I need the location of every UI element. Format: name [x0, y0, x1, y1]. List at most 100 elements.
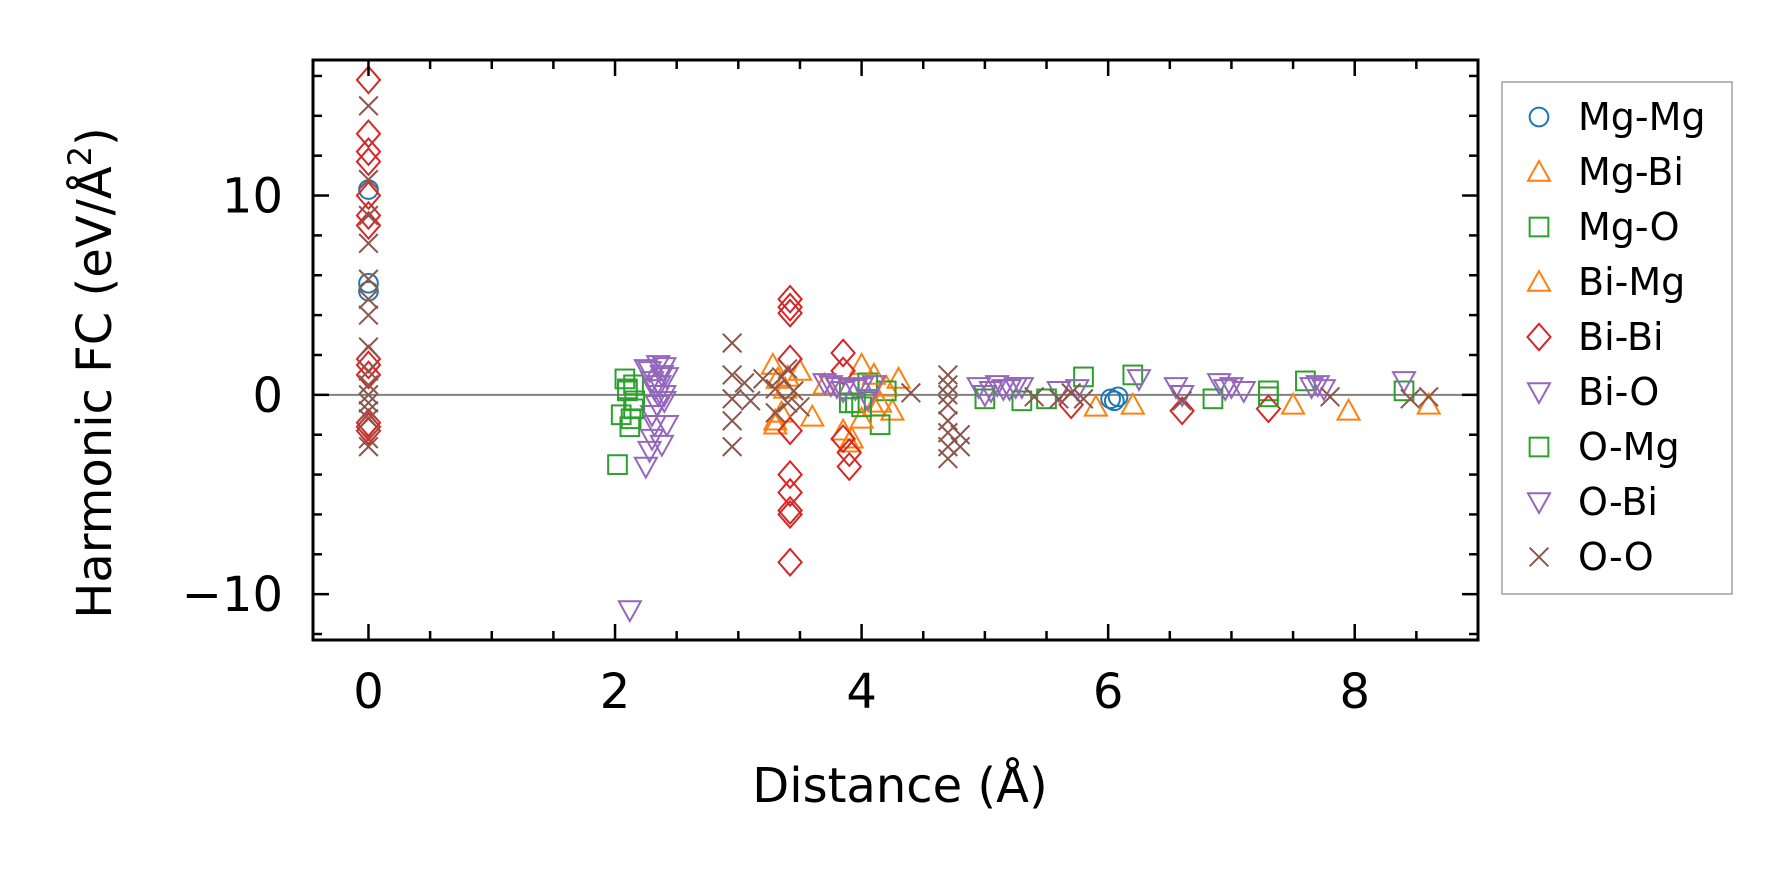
data-point-bi-bi: [1169, 396, 1196, 426]
x-tick-label: 0: [353, 664, 384, 720]
data-point-bi-bi: [836, 437, 863, 468]
data-point-mg-o: [624, 390, 646, 412]
data-point-o-o: [937, 384, 958, 405]
data-point-o-mg: [623, 398, 644, 420]
data-point-mg-mg: [1103, 390, 1125, 412]
data-point-o-o: [937, 422, 958, 443]
legend-entry: Mg-Mg: [1528, 95, 1706, 139]
data-point-o-o: [783, 380, 804, 401]
data-point-bi-bi: [777, 292, 803, 322]
data-point-bi-bi: [355, 146, 382, 177]
data-point-o-mg: [617, 378, 638, 400]
data-point-o-o: [358, 408, 379, 429]
x-axis-label: Distance (Å): [752, 757, 1047, 814]
data-point-o-o: [937, 364, 958, 385]
legend-label: O-Bi: [1578, 480, 1658, 524]
data-point-bi-bi: [355, 65, 382, 95]
y-tick-label: 0: [252, 368, 283, 424]
data-point-o-o: [777, 392, 798, 413]
data-point-mg-bi: [799, 403, 825, 427]
data-point-o-o: [752, 368, 774, 389]
legend-label: O-Mg: [1578, 425, 1680, 469]
x-tick-label: 8: [1339, 664, 1370, 720]
data-point-o-bi: [649, 434, 675, 458]
series-bi-bi: [355, 65, 1282, 577]
data-point-mg-o: [1258, 380, 1279, 402]
data-point-bi-bi: [777, 477, 803, 508]
data-point-bi-mg: [836, 429, 862, 453]
y-axis-label-superscript: 2: [61, 146, 99, 166]
legend-label: Bi-O: [1578, 370, 1659, 414]
x-tick-label: 4: [846, 664, 877, 720]
legend-entry: Bi-O: [1526, 370, 1659, 414]
data-point-o-bi: [651, 385, 678, 408]
data-point-o-o: [358, 436, 379, 457]
data-point-o-o: [358, 374, 379, 395]
data-point-o-bi: [818, 375, 844, 398]
data-point-bi-bi: [355, 360, 382, 390]
data-point-bi-bi: [355, 136, 382, 167]
data-point-o-bi: [645, 355, 671, 379]
data-point-bi-bi: [355, 180, 382, 211]
data-point-o-bi: [848, 377, 875, 400]
data-point-bi-bi: [830, 356, 856, 386]
data-point-bi-bi: [777, 499, 803, 530]
legend-entry: O-Bi: [1526, 480, 1658, 524]
y-tick-label: −10: [182, 567, 283, 623]
data-point-bi-mg: [867, 389, 893, 413]
data-point-mg-mg: [1100, 388, 1121, 410]
legend-marker: [1526, 158, 1552, 182]
data-point-bi-o: [1163, 377, 1189, 400]
data-point-bi-bi: [836, 451, 863, 482]
data-point-o-o: [734, 372, 755, 393]
data-point-o-o: [765, 378, 786, 399]
data-point-bi-o: [824, 377, 850, 400]
data-point-bi-bi: [777, 495, 803, 526]
data-point-o-o: [722, 364, 743, 385]
data-point-mg-o: [623, 374, 644, 396]
data-point-o-bi: [639, 371, 665, 394]
series-mg-o: [607, 364, 1415, 475]
legend-label: Bi-Mg: [1578, 260, 1685, 304]
data-point-bi-mg: [787, 357, 813, 381]
data-point-mg-o: [869, 414, 891, 436]
data-point-o-o: [1172, 390, 1193, 411]
data-point-o-o: [777, 358, 798, 379]
data-point-bi-o: [1126, 369, 1152, 392]
data-point-bi-bi: [830, 338, 856, 368]
y-tick-label: 10: [222, 169, 283, 225]
data-point-o-o: [358, 169, 379, 190]
data-point-o-o: [722, 388, 743, 409]
data-point-o-bi: [1212, 379, 1238, 402]
data-point-o-bi: [1305, 375, 1331, 398]
data-point-o-o: [358, 269, 379, 290]
data-point-mg-bi: [1280, 391, 1306, 415]
series-o-o: [358, 95, 1439, 469]
data-point-o-o: [358, 95, 379, 116]
data-point-o-o: [765, 402, 786, 423]
data-point-o-mg: [1258, 386, 1279, 408]
legend-label: Mg-Mg: [1578, 95, 1706, 139]
data-point-bi-bi: [777, 547, 803, 577]
legend-marker: [1526, 382, 1552, 406]
legend-label: Bi-Bi: [1578, 315, 1664, 359]
data-point-mg-o: [1122, 364, 1144, 386]
data-point-bi-o: [654, 367, 680, 390]
data-point-o-o: [950, 436, 971, 457]
data-point-o-bi: [1002, 377, 1029, 400]
data-point-o-bi: [654, 414, 680, 438]
data-point-o-o: [358, 384, 379, 405]
series-mg-mg: [358, 179, 1129, 412]
data-point-mg-o: [607, 454, 628, 475]
data-point-o-o: [900, 382, 921, 403]
data-point-o-o: [937, 394, 958, 415]
data-point-mg-mg: [358, 272, 379, 294]
y-axis-label-main: Harmonic FC (eV/Å: [66, 166, 123, 619]
data-point-o-o: [358, 336, 379, 358]
data-point-bi-o: [636, 440, 663, 464]
legend-marker: [1526, 492, 1552, 516]
data-point-mg-o: [1393, 380, 1415, 402]
data-point-mg-bi: [1335, 397, 1362, 421]
data-point-o-o: [358, 428, 379, 449]
data-point-bi-bi: [355, 210, 382, 241]
